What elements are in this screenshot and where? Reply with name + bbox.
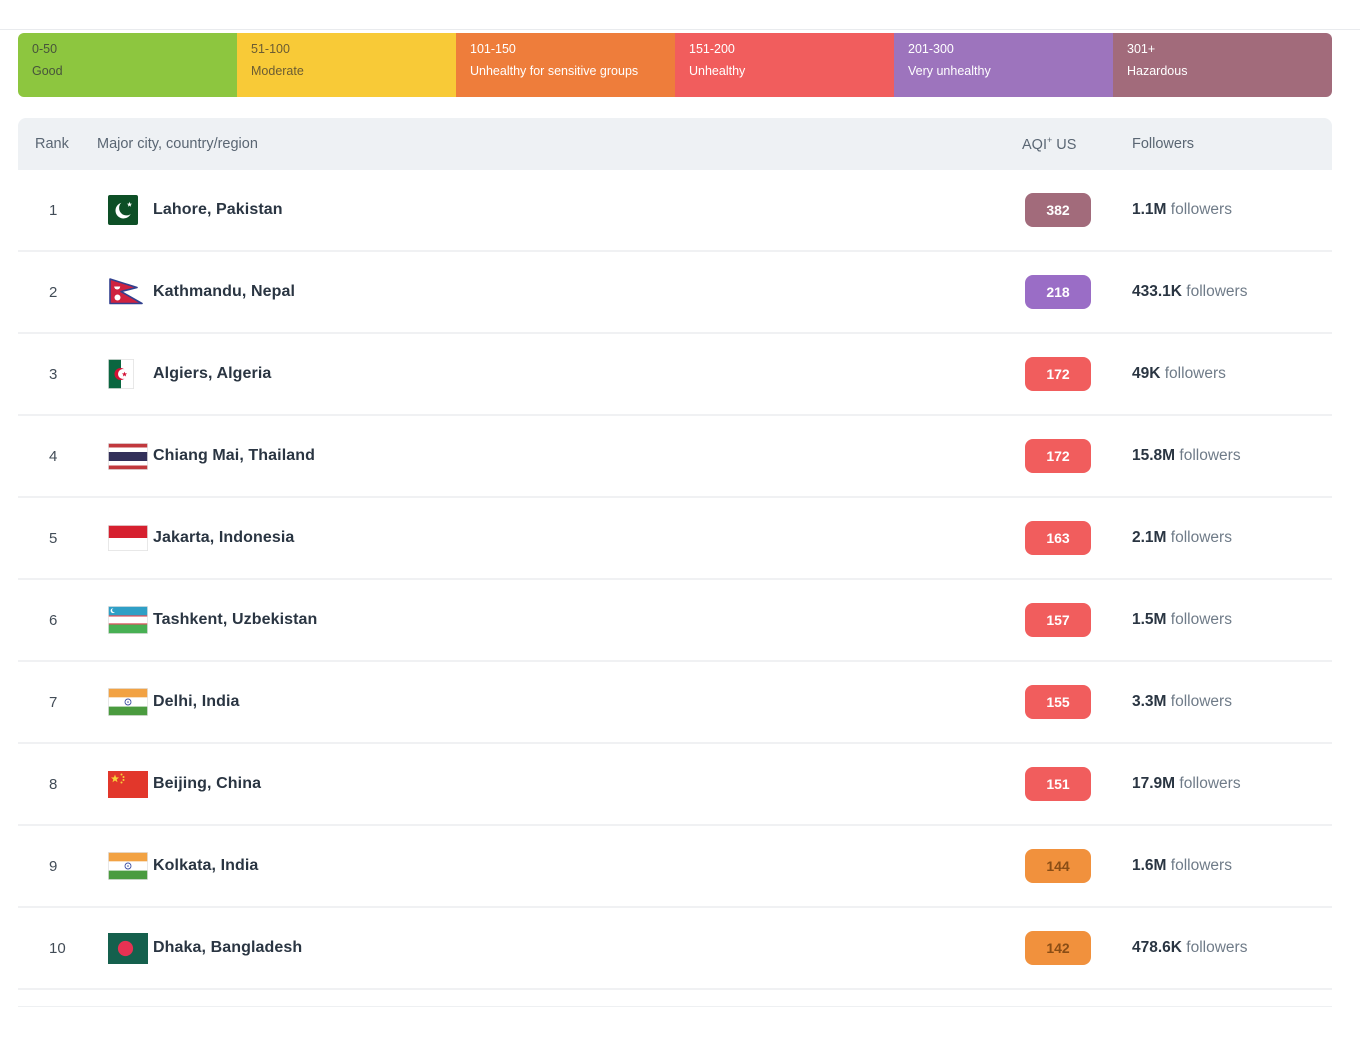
china-flag	[108, 770, 148, 798]
aqi-badge: 157	[1025, 603, 1091, 637]
legend-category: Unhealthy for sensitive groups	[470, 64, 639, 78]
top-divider	[0, 29, 1360, 30]
table-row[interactable]: 7 Delhi, India 155 3.3M followers	[18, 662, 1332, 744]
city-name-link[interactable]: Kathmandu, Nepal	[153, 283, 296, 300]
followers-value: 17.9M followers	[1132, 775, 1241, 792]
legend-segment-moderate: 51-100 Moderate	[237, 33, 456, 97]
table-row[interactable]: 3 Algiers, Algeria 172 49K followers	[18, 334, 1332, 416]
rank-value: 9	[49, 857, 58, 875]
table-row[interactable]: 5 Jakarta, Indonesia 163 2.1M followers	[18, 498, 1332, 580]
legend-range: 0-50	[32, 42, 58, 56]
legend-segment-unhealthy-for-sensitive-groups: 101-150 Unhealthy for sensitive groups	[456, 33, 675, 97]
aqi-badge: 172	[1025, 439, 1091, 473]
legend-range: 151-200	[689, 42, 735, 56]
nepal-flag	[108, 278, 144, 306]
followers-value: 1.5M followers	[1132, 611, 1232, 628]
followers-value: 1.1M followers	[1132, 201, 1232, 218]
table-row[interactable]: 6 Tashkent, Uzbekistan 157 1.5M follower…	[18, 580, 1332, 662]
thailand-flag	[108, 442, 148, 470]
city-name-link[interactable]: Beijing, China	[153, 775, 262, 792]
followers-value: 433.1K followers	[1132, 283, 1248, 300]
aqi-badge: 382	[1025, 193, 1091, 227]
legend-segment-hazardous: 301+ Hazardous	[1113, 33, 1332, 97]
aqi-badge: 144	[1025, 849, 1091, 883]
indonesia-flag	[108, 525, 148, 551]
rank-value: 8	[49, 775, 58, 793]
aqi-label: AQI	[1022, 136, 1047, 153]
legend-segment-good: 0-50 Good	[18, 33, 237, 97]
legend-category: Very unhealthy	[908, 64, 991, 78]
pakistan-flag	[108, 195, 138, 225]
city-name-link[interactable]: Tashkent, Uzbekistan	[153, 611, 318, 628]
legend-range: 101-150	[470, 42, 516, 56]
rank-value: 6	[49, 611, 58, 629]
city-name-link[interactable]: Dhaka, Bangladesh	[153, 939, 303, 956]
column-header-rank: Rank	[35, 136, 69, 152]
followers-value: 478.6K followers	[1132, 939, 1248, 956]
algeria-flag	[108, 359, 134, 389]
aqi-badge: 151	[1025, 767, 1091, 801]
table-row[interactable]: 1 Lahore, Pakistan 382 1.1M followers	[18, 170, 1332, 252]
column-header-city: Major city, country/region	[97, 136, 258, 152]
clipped-next-row	[18, 990, 1332, 1007]
aqi-legend: 0-50 Good 51-100 Moderate 101-150 Unheal…	[18, 33, 1332, 97]
city-name-link[interactable]: Delhi, India	[153, 693, 240, 710]
legend-category: Unhealthy	[689, 64, 746, 78]
city-name-link[interactable]: Algiers, Algeria	[153, 365, 272, 382]
table-row[interactable]: 2 Kathmandu, Nepal 218 433.1K followers	[18, 252, 1332, 334]
followers-value: 49K followers	[1132, 365, 1226, 382]
rank-value: 3	[49, 365, 58, 383]
aqi-badge: 142	[1025, 931, 1091, 965]
city-ranking-table: Rank Major city, country/region AQI+ US …	[18, 118, 1332, 1007]
city-name-link[interactable]: Lahore, Pakistan	[153, 201, 283, 218]
rank-value: 1	[49, 201, 58, 219]
rank-value: 10	[49, 939, 66, 957]
column-header-followers: Followers	[1132, 136, 1195, 152]
followers-value: 15.8M followers	[1132, 447, 1241, 464]
india-flag	[108, 852, 148, 880]
legend-category: Hazardous	[1127, 64, 1188, 78]
city-name-link[interactable]: Jakarta, Indonesia	[153, 529, 295, 546]
aqi-badge: 155	[1025, 685, 1091, 719]
table-row[interactable]: 8 Beijing, China 151 17.9M followers	[18, 744, 1332, 826]
table-row[interactable]: 4 Chiang Mai, Thailand 172 15.8M followe…	[18, 416, 1332, 498]
legend-category: Good	[32, 64, 63, 78]
rank-value: 5	[49, 529, 58, 547]
aqi-badge: 172	[1025, 357, 1091, 391]
city-name-link[interactable]: Chiang Mai, Thailand	[153, 447, 316, 464]
legend-category: Moderate	[251, 64, 304, 78]
legend-range: 51-100	[251, 42, 290, 56]
table-header: Rank Major city, country/region AQI+ US …	[18, 118, 1332, 170]
rank-value: 7	[49, 693, 58, 711]
legend-range: 201-300	[908, 42, 954, 56]
rank-value: 2	[49, 283, 58, 301]
bangladesh-flag	[108, 932, 148, 964]
aqi-badge: 218	[1025, 275, 1091, 309]
rank-value: 4	[49, 447, 58, 465]
followers-value: 1.6M followers	[1132, 857, 1232, 874]
city-name-link[interactable]: Kolkata, India	[153, 857, 259, 874]
column-header-aqi: AQI+ US	[1012, 135, 1132, 153]
table-row[interactable]: 9 Kolkata, India 144 1.6M followers	[18, 826, 1332, 908]
aqi-us-label: US	[1056, 136, 1077, 153]
aqi-badge: 163	[1025, 521, 1091, 555]
uzbekistan-flag	[108, 606, 148, 634]
aqi-superscript: +	[1046, 135, 1053, 146]
followers-value: 2.1M followers	[1132, 529, 1232, 546]
table-row[interactable]: 10 Dhaka, Bangladesh 142 478.6K follower…	[18, 908, 1332, 990]
table-body: 1 Lahore, Pakistan 382 1.1M followers 2 …	[18, 170, 1332, 990]
legend-segment-very-unhealthy: 201-300 Very unhealthy	[894, 33, 1113, 97]
india-flag	[108, 688, 148, 716]
legend-segment-unhealthy: 151-200 Unhealthy	[675, 33, 894, 97]
legend-range: 301+	[1127, 42, 1156, 56]
followers-value: 3.3M followers	[1132, 693, 1232, 710]
